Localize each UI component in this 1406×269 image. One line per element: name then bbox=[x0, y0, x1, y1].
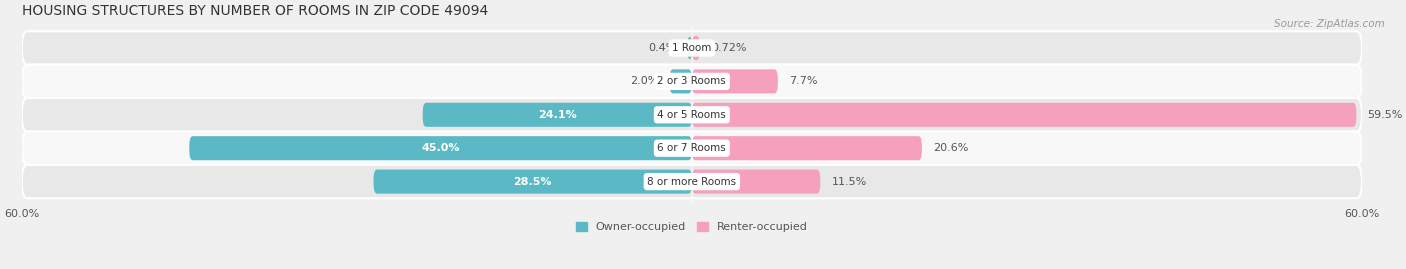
FancyBboxPatch shape bbox=[692, 136, 922, 160]
FancyBboxPatch shape bbox=[21, 165, 1362, 198]
Text: 24.1%: 24.1% bbox=[538, 110, 576, 120]
FancyBboxPatch shape bbox=[21, 132, 1362, 165]
Text: 0.72%: 0.72% bbox=[711, 43, 747, 53]
FancyBboxPatch shape bbox=[692, 103, 1357, 127]
Text: 11.5%: 11.5% bbox=[831, 176, 866, 187]
Text: Source: ZipAtlas.com: Source: ZipAtlas.com bbox=[1274, 19, 1385, 29]
FancyBboxPatch shape bbox=[21, 31, 1362, 65]
Text: 7.7%: 7.7% bbox=[789, 76, 817, 86]
FancyBboxPatch shape bbox=[692, 69, 778, 93]
FancyBboxPatch shape bbox=[21, 98, 1362, 132]
FancyBboxPatch shape bbox=[688, 36, 692, 60]
FancyBboxPatch shape bbox=[374, 169, 692, 194]
Text: 45.0%: 45.0% bbox=[422, 143, 460, 153]
FancyBboxPatch shape bbox=[190, 136, 692, 160]
Text: 0.4%: 0.4% bbox=[648, 43, 676, 53]
Legend: Owner-occupied, Renter-occupied: Owner-occupied, Renter-occupied bbox=[571, 217, 813, 237]
Text: 2.0%: 2.0% bbox=[630, 76, 658, 86]
Text: 8 or more Rooms: 8 or more Rooms bbox=[647, 176, 737, 187]
FancyBboxPatch shape bbox=[21, 65, 1362, 98]
FancyBboxPatch shape bbox=[692, 169, 820, 194]
Text: 20.6%: 20.6% bbox=[934, 143, 969, 153]
Text: 28.5%: 28.5% bbox=[513, 176, 553, 187]
Text: 2 or 3 Rooms: 2 or 3 Rooms bbox=[658, 76, 727, 86]
Text: HOUSING STRUCTURES BY NUMBER OF ROOMS IN ZIP CODE 49094: HOUSING STRUCTURES BY NUMBER OF ROOMS IN… bbox=[21, 4, 488, 18]
Text: 6 or 7 Rooms: 6 or 7 Rooms bbox=[658, 143, 727, 153]
Text: 1 Room: 1 Room bbox=[672, 43, 711, 53]
Text: 4 or 5 Rooms: 4 or 5 Rooms bbox=[658, 110, 727, 120]
Text: 59.5%: 59.5% bbox=[1368, 110, 1403, 120]
FancyBboxPatch shape bbox=[692, 36, 700, 60]
FancyBboxPatch shape bbox=[423, 103, 692, 127]
FancyBboxPatch shape bbox=[669, 69, 692, 93]
